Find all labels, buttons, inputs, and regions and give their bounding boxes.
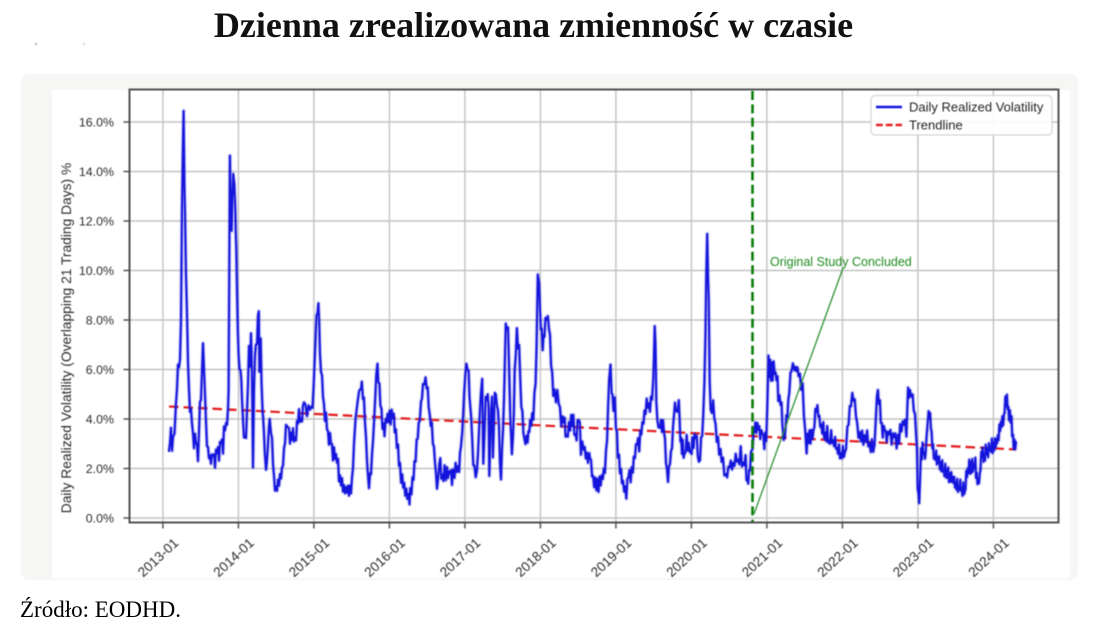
svg-text:Original Study Concluded: Original Study Concluded [770,255,912,269]
svg-text:2.0%: 2.0% [86,462,114,476]
svg-text:0.0%: 0.0% [86,512,114,526]
svg-text:4.0%: 4.0% [86,413,114,427]
svg-text:14.0%: 14.0% [79,165,114,179]
svg-text:Daily Realized Volatility (Ove: Daily Realized Volatility (Overlapping 2… [59,163,74,513]
svg-text:6.0%: 6.0% [86,363,114,377]
svg-text:Daily Realized Volatility: Daily Realized Volatility [909,100,1044,115]
svg-text:12.0%: 12.0% [79,215,114,229]
svg-text:Trendline: Trendline [909,118,963,133]
svg-text:16.0%: 16.0% [79,116,114,130]
svg-text:8.0%: 8.0% [86,314,114,328]
svg-text:10.0%: 10.0% [79,264,114,278]
